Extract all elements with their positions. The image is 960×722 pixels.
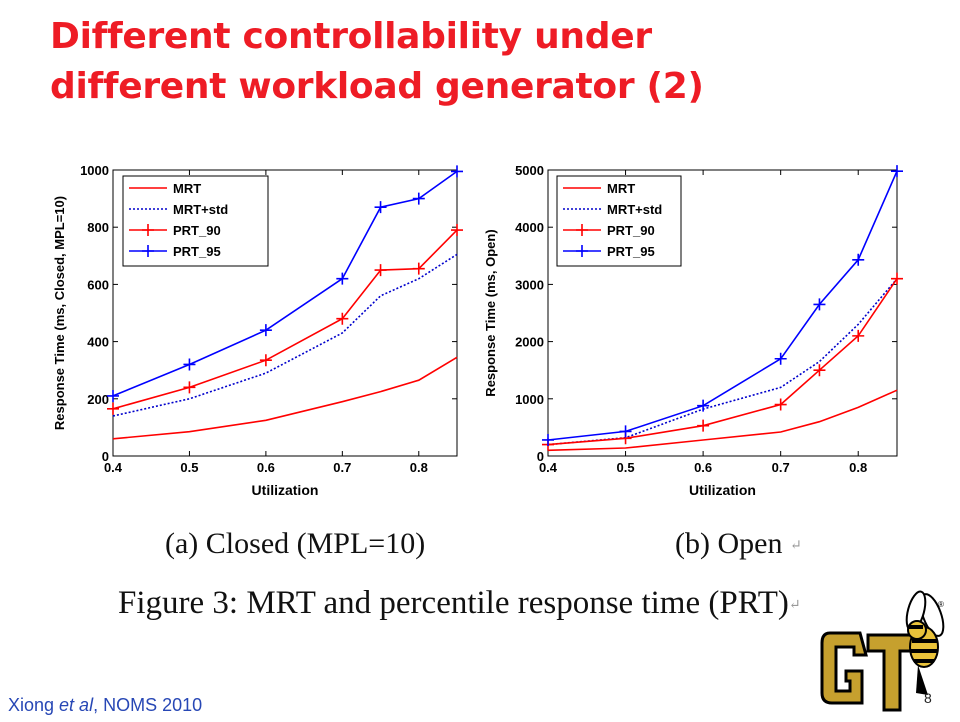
data-point-marker — [183, 381, 196, 394]
y-tick-label: 800 — [87, 220, 109, 235]
data-point-marker — [412, 262, 425, 275]
data-point-marker — [374, 201, 387, 214]
x-tick-label: 0.5 — [180, 460, 198, 475]
return-mark-icon: ↵ — [789, 538, 802, 554]
data-point-marker — [412, 192, 425, 205]
y-tick-label: 1000 — [80, 163, 109, 178]
x-tick-label: 0.8 — [410, 460, 428, 475]
data-point-marker — [852, 253, 865, 266]
georgia-tech-logo: ® — [820, 590, 945, 712]
data-point-marker — [451, 165, 463, 178]
data-point-marker — [451, 224, 463, 237]
gt-letters-icon — [820, 631, 916, 712]
data-point-marker — [542, 433, 554, 446]
data-point-marker — [774, 398, 787, 411]
footer-citation: Xiong et al, NOMS 2010 — [8, 695, 202, 716]
x-tick-label: 0.6 — [257, 460, 275, 475]
footer-author: Xiong — [8, 695, 60, 715]
y-tick-label: 600 — [87, 277, 109, 292]
legend-label: PRT_95 — [607, 244, 655, 259]
data-point-marker — [336, 272, 349, 285]
x-tick-label: 0.8 — [849, 460, 867, 475]
y-tick-label: 4000 — [515, 220, 544, 235]
y-axis-label: Response Time (ms, Closed, MPL=10) — [52, 196, 67, 430]
x-tick-label: 0.7 — [772, 460, 790, 475]
legend-marker — [576, 245, 588, 257]
data-point-marker — [259, 324, 272, 337]
y-axis-label: Response Time (ms, Open) — [483, 229, 498, 396]
legend-label: MRT+std — [173, 202, 228, 217]
series-line-mrt-std — [112, 253, 458, 417]
x-tick-label: 0.7 — [333, 460, 351, 475]
x-tick-label: 0.6 — [694, 460, 712, 475]
svg-text:®: ® — [938, 600, 944, 609]
x-tick-label: 0.4 — [104, 460, 123, 475]
data-point-marker — [336, 312, 349, 325]
subfigure-caption-a: (a) Closed (MPL=10) — [165, 527, 425, 561]
data-point-marker — [774, 352, 787, 365]
x-axis-label: Utilization — [689, 482, 756, 498]
slide-title-line-1: Different controllability under — [50, 16, 652, 57]
legend-label: PRT_90 — [607, 223, 655, 238]
data-point-marker — [891, 272, 903, 285]
series-line-mrt — [547, 389, 898, 452]
chart-open-group: 0.4 0.5 0.6 0.7 0.8 0 1000 2000 3000 4000 5000 Util… — [483, 163, 903, 498]
subfigure-caption-b: (b) Open ↵ — [675, 527, 802, 561]
slide-title: Different controllability under differen… — [50, 12, 704, 112]
figure-caption-text: Figure 3: MRT and percentile response ti… — [118, 585, 789, 621]
y-tick-label: 2000 — [515, 335, 544, 350]
subfigure-caption-b-text: (b) Open — [675, 527, 783, 560]
legend-label: MRT — [173, 181, 201, 196]
data-point-marker — [183, 358, 196, 371]
subfigure-caption-a-text: (a) Closed (MPL=10) — [165, 527, 426, 560]
data-point-marker — [619, 425, 632, 438]
legend-marker — [142, 224, 154, 236]
data-point-marker — [813, 298, 826, 311]
footer-venue: , NOMS 2010 — [93, 695, 203, 715]
data-point-marker — [697, 399, 710, 412]
data-point-marker — [259, 354, 272, 367]
data-point-marker — [891, 165, 903, 178]
legend-marker — [142, 245, 154, 257]
data-point-marker — [813, 364, 826, 377]
footer-etal: et al — [59, 695, 94, 715]
y-tick-label: 1000 — [515, 392, 544, 407]
buzz-mascot-icon — [905, 590, 945, 695]
y-tick-label: 0 — [102, 449, 109, 464]
x-tick-label: 0.4 — [539, 460, 558, 475]
slide-title-line-2: different workload generator (2) — [50, 66, 704, 107]
return-mark-icon: ↵ — [788, 597, 801, 613]
page-number: 8 — [924, 690, 932, 706]
y-tick-label: 5000 — [515, 163, 544, 178]
chart-closed-group: 0.4 0.5 0.6 0.7 0.8 0 200 400 600 800 1000 Utilizat… — [52, 163, 463, 498]
x-axis-label: Utilization — [252, 482, 319, 498]
data-point-marker — [374, 264, 387, 277]
y-tick-label: 0 — [537, 449, 544, 464]
legend-label: MRT — [607, 181, 635, 196]
data-point-marker — [852, 329, 865, 342]
y-tick-label: 400 — [87, 335, 109, 350]
y-tick-label: 3000 — [515, 277, 544, 292]
y-tick-label: 200 — [87, 392, 109, 407]
legend-marker — [576, 224, 588, 236]
series-line-mrt — [112, 356, 458, 440]
legend-label: PRT_90 — [173, 223, 221, 238]
legend-label: MRT+std — [607, 202, 662, 217]
figure-caption: Figure 3: MRT and percentile response ti… — [118, 585, 801, 622]
data-point-marker — [107, 389, 119, 402]
x-tick-label: 0.5 — [617, 460, 635, 475]
data-point-marker — [107, 402, 119, 415]
legend-label: PRT_95 — [173, 244, 221, 259]
data-point-marker — [697, 419, 710, 432]
